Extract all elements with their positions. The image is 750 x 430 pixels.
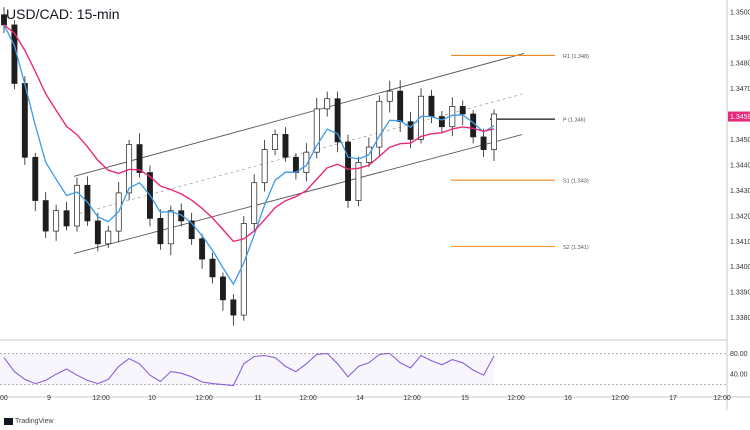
candle-body (178, 210, 185, 222)
candle-body (345, 141, 351, 201)
candle-body (32, 156, 39, 201)
candle-body (407, 121, 414, 140)
price-tick-label: 1.34200 (730, 213, 750, 220)
time-tick-label: 00 (0, 395, 8, 402)
time-tick-label: 12:00 (195, 395, 213, 402)
time-tick-label: 17 (669, 395, 677, 402)
price-tick-label: 1.34000 (730, 264, 750, 271)
rsi-line (3, 352, 495, 387)
candle-body (105, 230, 112, 245)
time-tick-label: 12:00 (92, 395, 110, 402)
chart-title: USD/CAD: 15-min (6, 6, 120, 22)
price-tick-label: 1.34500 (730, 137, 750, 144)
candle-body (428, 95, 435, 117)
time-tick-label: 12:00 (403, 395, 421, 402)
candle-body (167, 210, 174, 245)
pivot-level-label: S1 (1.343) (563, 179, 589, 185)
price-tick-label: 1.34400 (730, 162, 750, 169)
candle-body (438, 116, 445, 128)
candle-body (397, 90, 404, 122)
channel-mid-line (73, 93, 523, 216)
candle-body (324, 98, 331, 110)
pivot-level-label: P (1.346) (563, 118, 586, 124)
rsi-tick-label: 80.00 (730, 351, 748, 358)
candle-body (386, 90, 393, 102)
price-tick-label: 1.34100 (730, 239, 750, 246)
candle-body (376, 100, 383, 148)
candle-body (136, 144, 143, 173)
candle-body (1, 14, 7, 26)
candle-body (491, 113, 497, 150)
time-tick-label: 12:00 (713, 395, 731, 402)
candle-body (74, 184, 80, 227)
pivot-level-label: R1 (1.348) (563, 54, 589, 60)
time-tick-label: 16 (564, 395, 572, 402)
candle-body (303, 151, 310, 173)
candle-body (282, 134, 289, 158)
price-tick-label: 1.34300 (730, 188, 750, 195)
pivot-level-label: S2 (1.341) (563, 245, 589, 251)
candle-body (418, 95, 424, 140)
time-tick-label: 14 (356, 395, 364, 402)
candle-body (272, 134, 279, 150)
candle-body (355, 162, 362, 201)
candle-body (219, 276, 226, 301)
price-tick-label: 1.35000 (730, 10, 750, 17)
tradingview-logo-icon (4, 418, 13, 425)
time-tick-label: 12:00 (507, 395, 525, 402)
candle-body (188, 220, 195, 240)
candle-body (313, 108, 320, 153)
channel-upper-line (73, 52, 525, 177)
time-tick-label: 15 (461, 395, 469, 402)
candle-body (63, 210, 70, 227)
tradingview-label: TradingView (15, 418, 54, 425)
time-tick-label: 12:00 (611, 395, 629, 402)
rsi-band (0, 353, 494, 385)
candle-body (157, 218, 164, 245)
candle-body (94, 220, 101, 245)
last-price-tag (728, 111, 750, 122)
candle-body (251, 182, 258, 224)
price-tick-label: 1.34700 (730, 86, 750, 93)
candle-body (470, 113, 477, 138)
candle-body (42, 200, 49, 232)
rsi-tick-label: 40.00 (730, 372, 748, 379)
candle-body (292, 156, 299, 173)
candle-body (459, 106, 466, 115)
candle-body (199, 238, 206, 260)
ema-fast-line (3, 24, 495, 286)
time-tick-label: 12:00 (299, 395, 317, 402)
candle-body (480, 136, 487, 150)
candle-body (21, 83, 28, 158)
price-tick-label: 1.34800 (730, 61, 750, 68)
time-tick-label: 11 (254, 395, 261, 402)
candle-body (261, 149, 268, 184)
last-price-label: 1.3459 (730, 114, 750, 121)
candle-body (230, 299, 237, 316)
candle-body (334, 98, 341, 143)
tradingview-brand: TradingView (4, 418, 54, 425)
channel-lower-line (73, 134, 523, 254)
time-tick-label: 9 (47, 395, 51, 402)
ema-slow-line (3, 24, 495, 243)
price-tick-label: 1.34900 (730, 35, 750, 42)
candle-body (53, 210, 60, 232)
time-tick-label: 10 (148, 395, 156, 402)
price-tick-label: 1.33900 (730, 290, 750, 297)
candle-body (209, 258, 216, 278)
